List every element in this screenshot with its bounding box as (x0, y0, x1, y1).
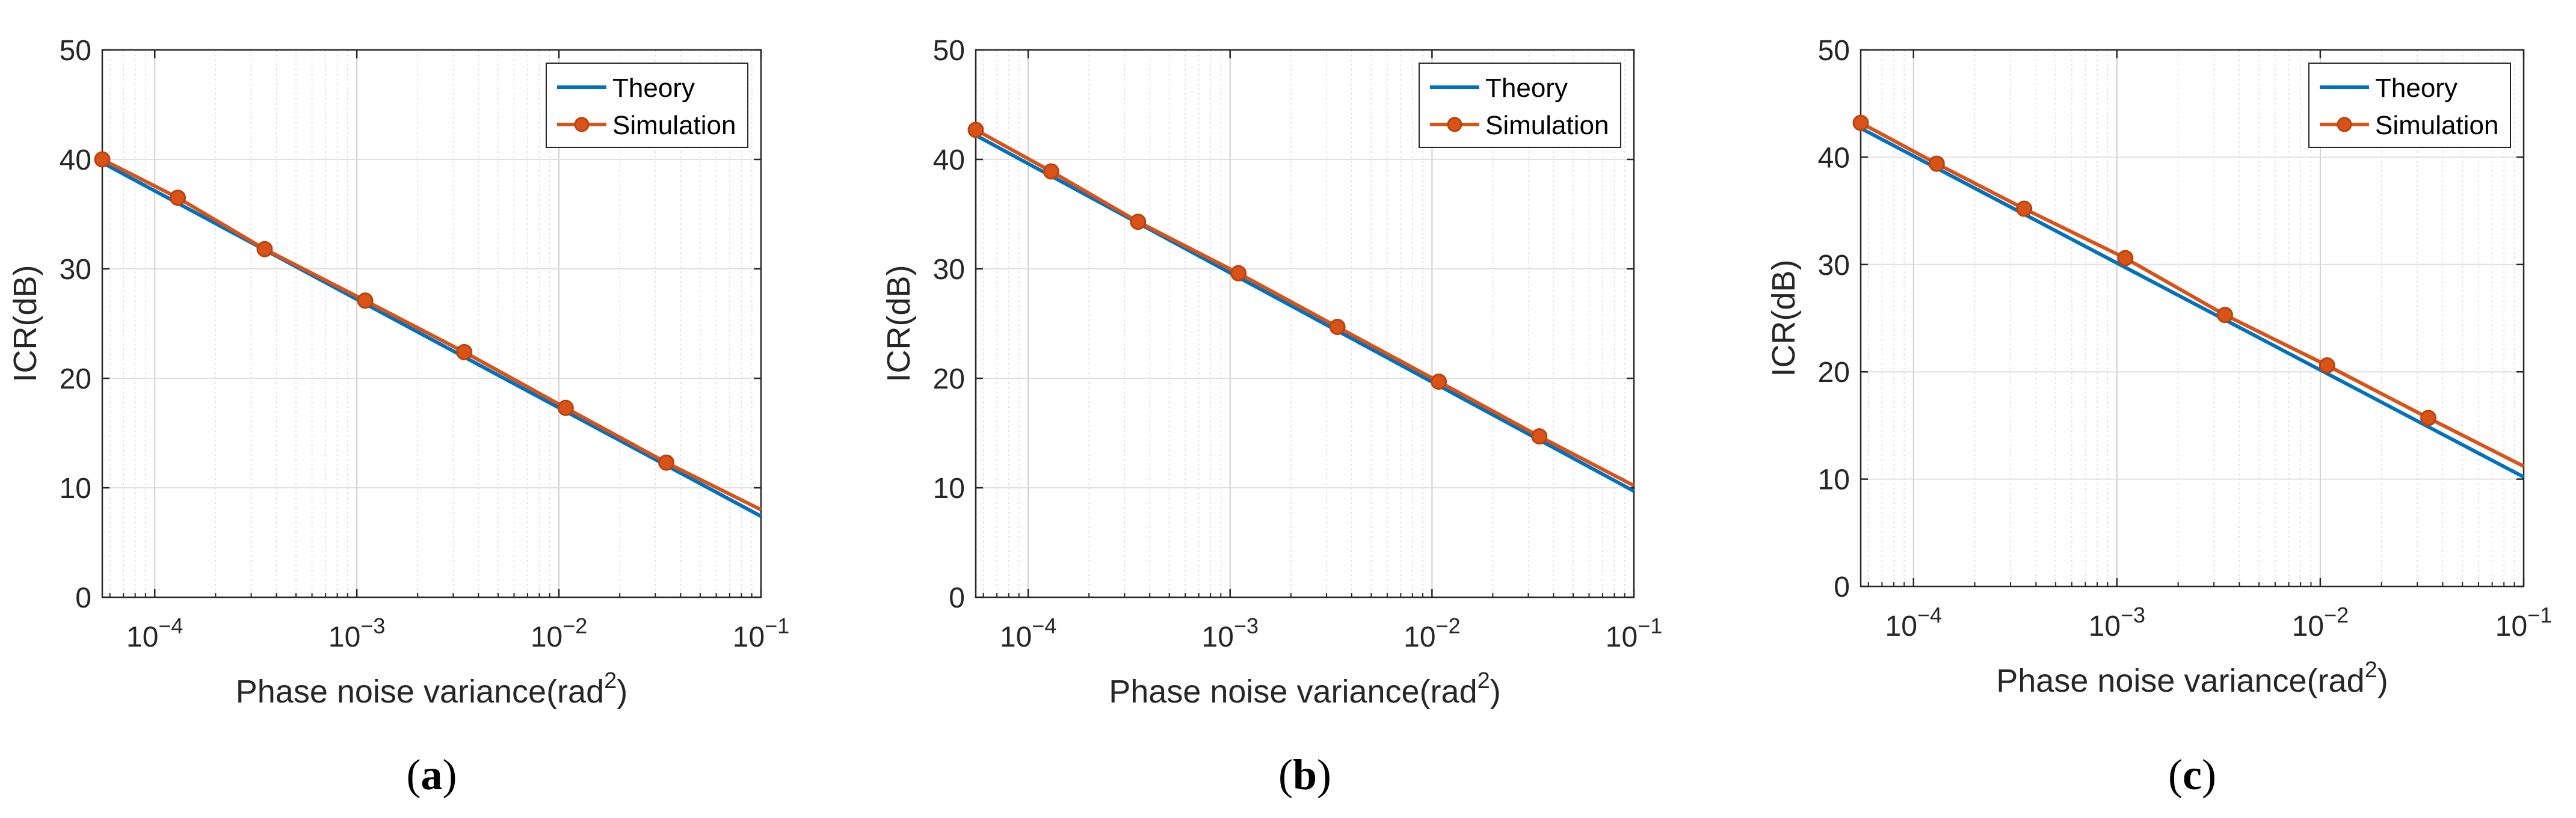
x-tick-label: 10−2 (531, 614, 587, 653)
x-axis-label: Phase noise variance(rad2) (236, 668, 627, 710)
x-tick-label: 10−1 (733, 614, 789, 653)
chart-panel-a: 0 10 20 30 40 50 10−4 10−3 10−2 10−1 Phase noise v… (7, 35, 789, 799)
x-tick-label: 10−3 (328, 614, 385, 653)
x-tick-label: 10−1 (1606, 614, 1662, 653)
simulation-point (967, 121, 984, 138)
panel-caption: (c) (2168, 751, 2216, 799)
legend: Theory Simulation (546, 63, 748, 148)
series-line-theory (1860, 126, 2525, 479)
legend-label-simulation: Simulation (612, 111, 736, 140)
simulation-point (1043, 163, 1059, 180)
series-line-theory (101, 161, 762, 518)
y-tick-label: 40 (60, 144, 91, 176)
y-tick-label: 30 (933, 254, 965, 286)
simulation-point (256, 241, 273, 257)
x-axis-label: Phase noise variance(rad2) (1996, 657, 2388, 699)
simulation-point (357, 292, 374, 309)
simulation-point (1531, 428, 1548, 444)
x-axis-label: Phase noise variance(rad2) (1109, 668, 1500, 710)
plot-area-frame (975, 49, 1635, 598)
simulation-point (456, 343, 473, 360)
legend-box (546, 63, 748, 148)
series-line-simulation (1860, 121, 2525, 468)
x-tick-label: 10−4 (1885, 603, 1942, 642)
x-tick-label: 10−2 (1404, 614, 1460, 653)
series-line-simulation (101, 158, 762, 512)
legend-marker (574, 117, 590, 132)
simulation-point (1130, 214, 1147, 230)
x-tick-label: 10−4 (126, 614, 183, 653)
simulation-point (2117, 250, 2134, 266)
legend-label-theory: Theory (1485, 73, 1568, 103)
x-tick-label: 10−3 (2089, 603, 2145, 642)
x-tick-label: 10−3 (1202, 614, 1259, 653)
simulation-point (557, 399, 574, 416)
x-tick-label: 10−1 (2495, 603, 2552, 642)
y-axis-label: ICR(dB) (1766, 259, 1802, 377)
y-tick-label: 20 (60, 363, 91, 395)
chart-panel-b: 0 10 20 30 40 50 10−4 10−3 10−2 10−1 Phase noise v… (881, 35, 1662, 799)
legend: Theory Simulation (1419, 63, 1621, 148)
y-tick-label: 50 (1818, 35, 1850, 67)
plot-area-frame (101, 49, 762, 598)
y-axis-label: ICR(dB) (881, 265, 917, 382)
simulation-point (2217, 307, 2234, 324)
y-tick-label: 10 (933, 473, 965, 505)
y-tick-label: 50 (933, 35, 965, 67)
x-tick-label: 10−2 (2292, 603, 2349, 642)
simulation-point (658, 454, 675, 471)
y-tick-label: 30 (1818, 250, 1850, 281)
x-tick-label: 10−4 (1000, 614, 1056, 653)
simulation-point (1928, 155, 1945, 172)
chart-panel-c: 0 10 20 30 40 50 10−4 10−3 10−2 10−1 Phase noise v… (1766, 35, 2552, 799)
simulation-point (1852, 114, 1869, 131)
legend: Theory Simulation (2308, 63, 2511, 148)
simulation-point (1431, 373, 1447, 390)
simulation-point (1329, 318, 1346, 335)
simulation-point (169, 189, 186, 206)
y-tick-label: 10 (60, 473, 91, 505)
simulation-point (94, 151, 111, 168)
y-axis-label: ICR(dB) (7, 265, 43, 382)
y-tick-label: 10 (1818, 464, 1850, 496)
simulation-point (2319, 357, 2335, 374)
simulation-point (2420, 410, 2437, 426)
legend-label-simulation: Simulation (1485, 111, 1609, 140)
y-tick-label: 20 (1818, 357, 1850, 389)
series-line-simulation (975, 128, 1635, 488)
plot-area-frame (1860, 49, 2525, 588)
series-line-theory (975, 134, 1635, 493)
legend-marker (2337, 117, 2352, 132)
legend-label-theory: Theory (2375, 73, 2457, 103)
legend-marker (1447, 117, 1462, 132)
simulation-point (2016, 200, 2033, 217)
y-tick-label: 0 (949, 582, 965, 614)
legend-label-theory: Theory (612, 73, 695, 103)
y-tick-label: 40 (1818, 142, 1850, 174)
y-tick-label: 20 (933, 363, 965, 395)
legend-box (2308, 63, 2511, 148)
y-tick-label: 0 (75, 582, 91, 614)
y-tick-label: 0 (1834, 571, 1850, 603)
y-tick-label: 40 (933, 144, 965, 176)
legend-box (1419, 63, 1621, 148)
legend-label-simulation: Simulation (2375, 111, 2498, 140)
y-tick-label: 30 (60, 254, 91, 286)
y-tick-label: 50 (60, 35, 91, 67)
panel-caption: (b) (1278, 751, 1331, 799)
simulation-point (1230, 265, 1247, 281)
panel-caption: (a) (407, 751, 457, 799)
